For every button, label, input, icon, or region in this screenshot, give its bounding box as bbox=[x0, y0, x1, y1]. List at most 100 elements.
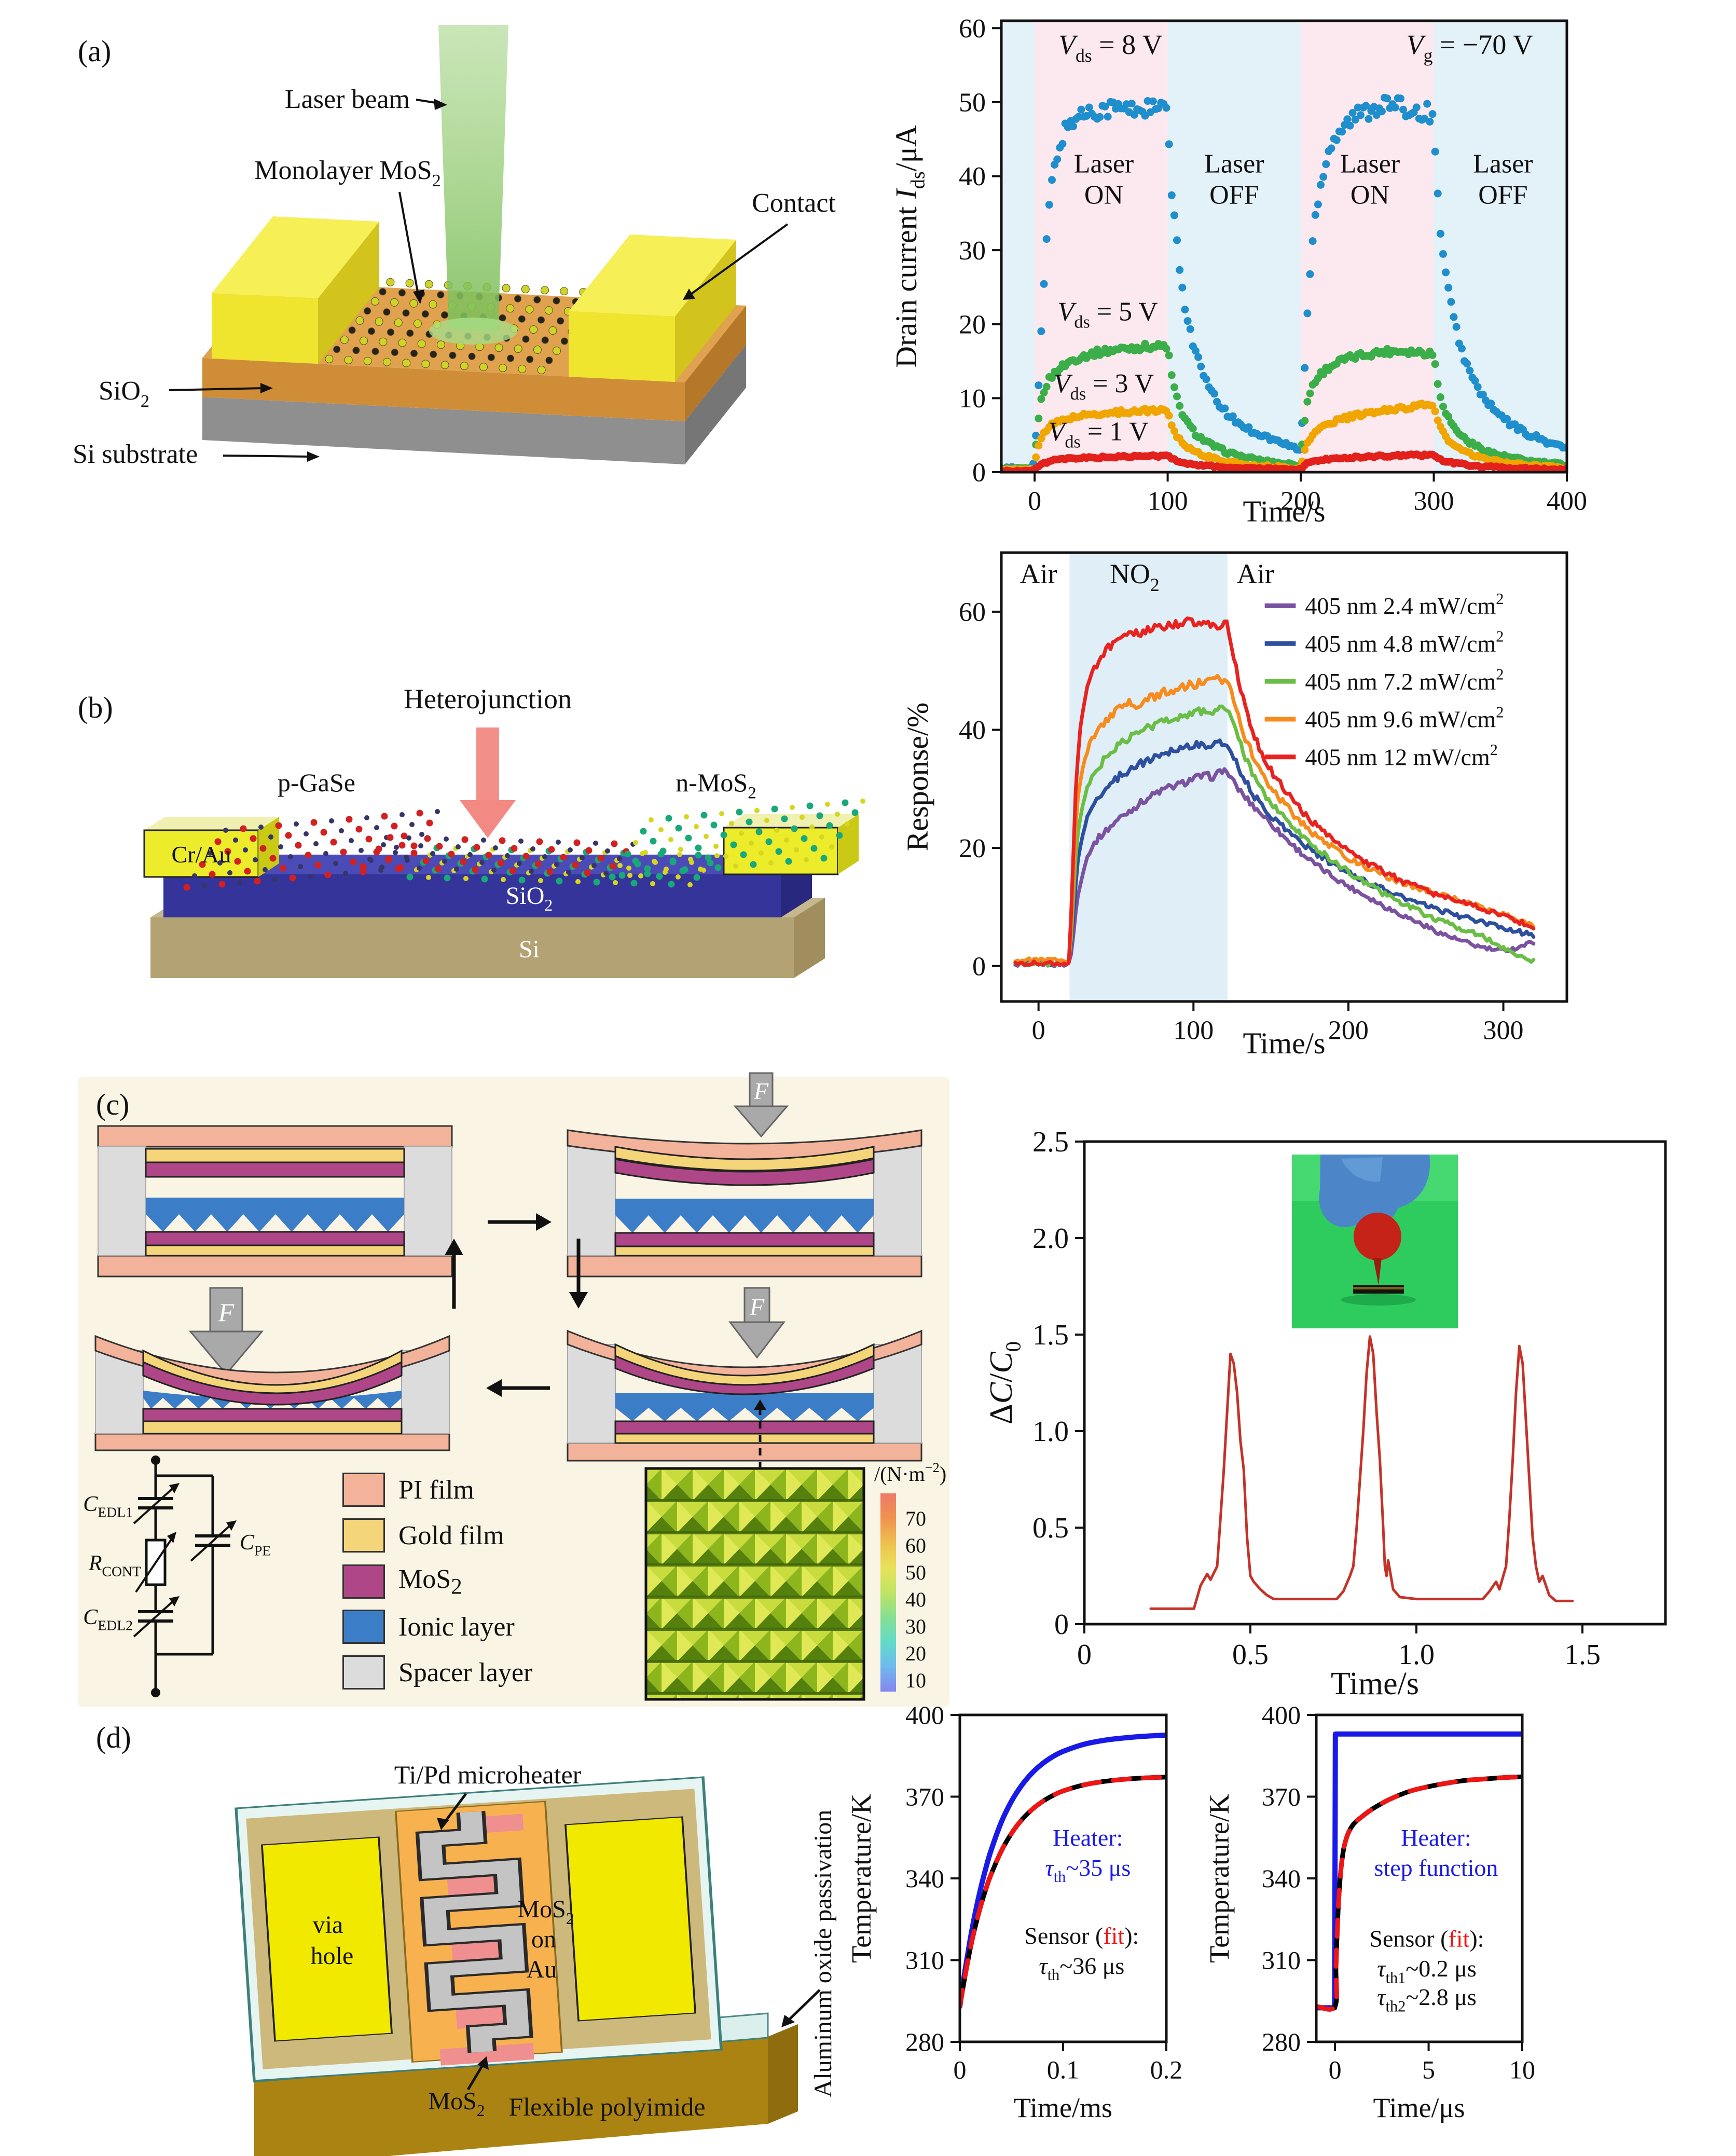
y-tick-label: 340 bbox=[905, 1864, 944, 1893]
colorbar-ticks: 70 60 50 40 30 20 10 bbox=[905, 1507, 926, 1692]
cpe-label: CPE bbox=[240, 1531, 271, 1558]
svg-text:F: F bbox=[749, 1294, 765, 1320]
force-arrow: F bbox=[728, 1287, 786, 1359]
series-heater bbox=[960, 1732, 1166, 2009]
cycle-arrow-left bbox=[486, 1379, 550, 1397]
annotation: Sensor (fit): bbox=[1369, 1925, 1484, 1952]
sensor-state-medium-press: F bbox=[567, 1287, 922, 1462]
crau-label: Cr/Au bbox=[172, 841, 231, 868]
svg-text:F: F bbox=[753, 1078, 769, 1104]
n-mos2-label: n-MoS2 bbox=[676, 768, 756, 803]
force-arrow: F bbox=[733, 1072, 789, 1138]
sensor-state-relaxed bbox=[97, 1125, 453, 1278]
schematic-mos2-phototransistor: Laser beam Monolayer MoS2 Contact SiO2 S… bbox=[73, 25, 836, 469]
colorbar-tick: 20 bbox=[905, 1642, 926, 1665]
si-substrate-slab bbox=[202, 345, 746, 464]
x-tick-label: 300 bbox=[1414, 487, 1454, 516]
annotation: Laser bbox=[1074, 149, 1134, 178]
monolayer-label: Monolayer MoS2 bbox=[254, 156, 440, 190]
glove bbox=[1319, 1155, 1430, 1229]
x-tick-label: 0 bbox=[1329, 2055, 1342, 2084]
colorbar-tick: 10 bbox=[905, 1669, 926, 1692]
y-tick-label: 40 bbox=[959, 162, 986, 191]
x-tick-label: 0.1 bbox=[1047, 2055, 1080, 2084]
cedl2-label: CEDL2 bbox=[83, 1605, 133, 1633]
chart-capacitance-pulses: 0 0.5 1.0 1.5 0 0.5 1.0 1.5 2.0 2.5 Time/s ΔC/C0 bbox=[984, 1126, 1667, 1701]
annotation: Laser bbox=[1340, 149, 1400, 178]
force-arrow: F bbox=[188, 1287, 264, 1376]
shaded-band bbox=[1301, 21, 1434, 472]
annotation: Air bbox=[1237, 558, 1274, 589]
contact-arrowhead bbox=[683, 289, 695, 300]
mos2-on-au-3: Au bbox=[527, 1956, 557, 1983]
monolayer-arrowhead bbox=[413, 290, 424, 304]
via-hole-label-2: hole bbox=[311, 1942, 354, 1970]
annotation: OFF bbox=[1478, 180, 1527, 210]
heterojunction-flakes bbox=[183, 799, 865, 891]
panel-a-tag: (a) bbox=[78, 34, 112, 68]
annotation: Vds = 8 V bbox=[1058, 29, 1163, 66]
colorbar-tick: 60 bbox=[905, 1534, 926, 1557]
y-tick-label: 370 bbox=[905, 1782, 944, 1811]
mos2-label: MoS2 bbox=[428, 2088, 485, 2120]
sio2-arrow bbox=[169, 387, 265, 391]
x-tick-label: 200 bbox=[1328, 1016, 1369, 1046]
p-gase-label: p-GaSe bbox=[278, 768, 355, 797]
y-tick-label: 20 bbox=[959, 310, 986, 339]
mos2-arrowhead bbox=[477, 2056, 489, 2070]
annotation: step function bbox=[1374, 1855, 1498, 1881]
legend-item: Ionic layer bbox=[342, 1610, 515, 1644]
red-mos2-patches bbox=[439, 1814, 534, 2066]
series-sensor-fit bbox=[960, 1775, 1166, 2009]
sio2-label: SiO2 bbox=[506, 882, 553, 914]
heater-arrowhead bbox=[437, 1818, 449, 1830]
y-tick-label: 310 bbox=[1262, 1946, 1301, 1975]
sensor-state-light-press: F bbox=[567, 1072, 922, 1278]
x-tick-label: 5 bbox=[1422, 2055, 1435, 2084]
y-tick-label: 20 bbox=[959, 834, 986, 863]
legend-swatch bbox=[342, 1564, 385, 1599]
contact-arrow bbox=[689, 223, 789, 296]
annotation: Laser bbox=[1473, 149, 1533, 178]
laser-beam-label: Laser beam bbox=[285, 85, 410, 114]
annotation: NO2 bbox=[1110, 558, 1160, 595]
x-tick-label: 0 bbox=[1028, 487, 1041, 516]
y-tick-label: 50 bbox=[959, 88, 986, 118]
laser-spot bbox=[429, 318, 517, 345]
annotation: τth~36 μs bbox=[1039, 1953, 1124, 1984]
legend-label: MoS2 bbox=[398, 1564, 462, 1599]
heater-label: Ti/Pd microheater bbox=[394, 1760, 582, 1789]
via-hole-left bbox=[261, 1836, 393, 2042]
annotation: Heater: bbox=[1401, 1824, 1471, 1851]
annotation: τth~35 μs bbox=[1045, 1855, 1131, 1886]
legend-item: PI film bbox=[342, 1473, 474, 1507]
legend-item: Spacer layer bbox=[342, 1655, 532, 1690]
plot-frame bbox=[1000, 551, 1568, 1003]
y-tick-label: 400 bbox=[905, 1700, 944, 1729]
polyimide-front bbox=[254, 2037, 768, 2156]
cedl1-label: CEDL1 bbox=[83, 1492, 133, 1520]
chart-photoswitching: 0 100 200 300 400 0 10 20 30 40 50 60 Time/s Drain cu… bbox=[889, 14, 1587, 528]
heater-arrow bbox=[443, 1793, 467, 1824]
press-test-photo bbox=[1292, 1155, 1458, 1328]
annotation: Air bbox=[1020, 558, 1057, 589]
si-label: Si bbox=[519, 936, 540, 963]
x-axis-label: Time/μs bbox=[1373, 2092, 1465, 2123]
x-tick-label: 200 bbox=[1280, 487, 1321, 516]
x-tick-label: 400 bbox=[1547, 487, 1587, 516]
annotation: τth1~0.2 μs bbox=[1377, 1955, 1477, 1986]
y-tick-label: 1.5 bbox=[1032, 1319, 1069, 1351]
crau-right-block bbox=[723, 814, 859, 875]
x-axis-label: Time/ms bbox=[1014, 2092, 1112, 2123]
y-axis-label: Temperature/K bbox=[846, 1794, 877, 1963]
legend-label: 405 nm 7.2 mW/cm2 bbox=[1305, 665, 1504, 694]
chart-gas-response: 0 100 200 300 0 20 40 60 Time/s Response/% Air NO2 A… bbox=[901, 551, 1568, 1060]
y-axis-label: Drain current Ids/μA bbox=[889, 125, 929, 368]
y-tick-label: 0 bbox=[972, 952, 986, 981]
colorbar-tick: 30 bbox=[905, 1615, 926, 1638]
pyramid-texture bbox=[646, 1468, 864, 1699]
legend-label: Spacer layer bbox=[398, 1657, 533, 1687]
pressure-map: /(N·m−2) 70 60 50 40 30 20 10 bbox=[644, 1460, 946, 1701]
series-405nm2.4 bbox=[1013, 767, 1536, 968]
heterojunction-label: Heterojunction bbox=[404, 683, 572, 715]
